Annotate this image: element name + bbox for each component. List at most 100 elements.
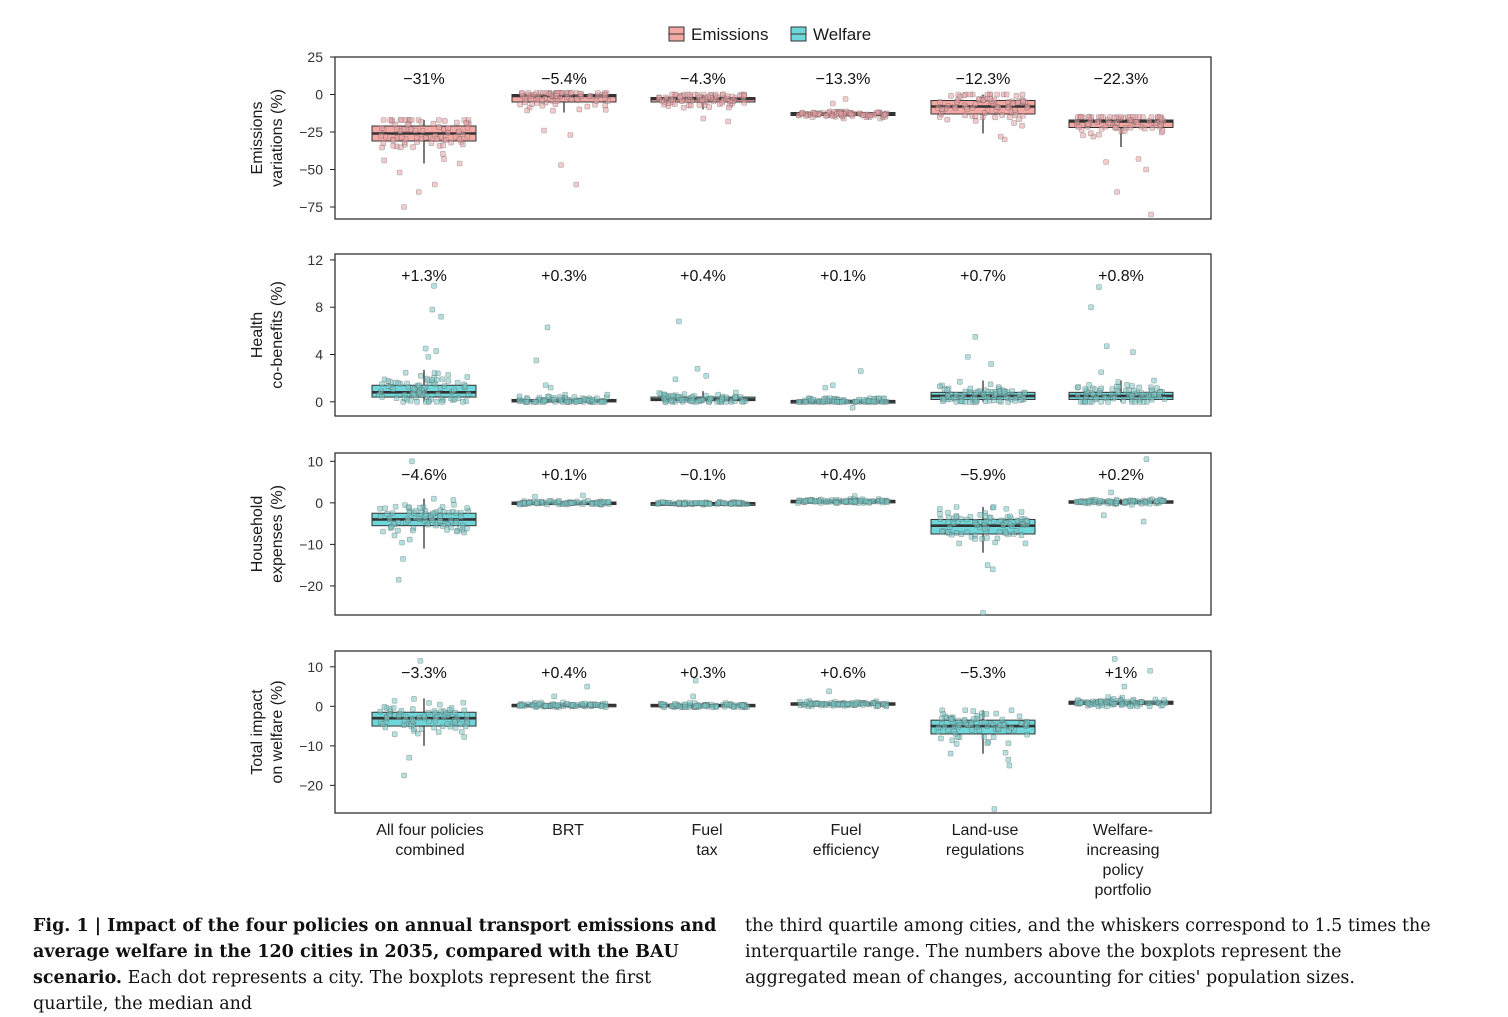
city-point bbox=[1145, 394, 1152, 400]
city-point bbox=[996, 529, 1003, 535]
city-point bbox=[578, 93, 584, 100]
y-tick-label: −75 bbox=[299, 199, 323, 215]
city-point-outlier bbox=[433, 348, 439, 354]
city-point bbox=[1074, 119, 1080, 125]
city-point bbox=[410, 706, 416, 712]
city-point bbox=[845, 398, 851, 405]
city-point bbox=[953, 513, 960, 520]
city-point bbox=[401, 395, 408, 401]
city-point bbox=[937, 516, 944, 522]
city-point bbox=[714, 500, 721, 507]
city-point bbox=[838, 110, 844, 117]
city-point bbox=[431, 370, 438, 376]
boxplot-1: −31% bbox=[371, 71, 477, 210]
city-point bbox=[1077, 399, 1084, 405]
city-point-outlier bbox=[1143, 456, 1150, 463]
boxplot-2: −5.4% bbox=[511, 71, 617, 188]
city-point bbox=[589, 396, 595, 403]
city-point bbox=[411, 392, 418, 398]
city-point bbox=[452, 133, 459, 140]
city-point bbox=[854, 398, 860, 405]
boxplot-3: −0.1% bbox=[650, 467, 756, 508]
city-point bbox=[952, 103, 958, 110]
city-point bbox=[1096, 390, 1103, 397]
x-tick-label: Welfare- bbox=[1093, 822, 1153, 839]
city-point bbox=[528, 96, 534, 102]
city-point bbox=[381, 703, 388, 710]
city-point bbox=[428, 140, 435, 146]
city-point bbox=[403, 714, 409, 721]
city-point bbox=[990, 722, 997, 728]
city-point bbox=[442, 118, 448, 124]
city-point bbox=[958, 531, 965, 538]
city-point bbox=[1089, 391, 1096, 397]
x-tick-label: policy bbox=[1103, 862, 1144, 879]
city-point bbox=[947, 750, 954, 757]
city-point bbox=[1011, 120, 1017, 126]
city-point bbox=[377, 513, 384, 520]
city-point bbox=[398, 117, 405, 123]
city-point bbox=[967, 91, 974, 98]
mean-change-label: +0.1% bbox=[541, 467, 587, 484]
city-point bbox=[1149, 125, 1155, 131]
city-point bbox=[431, 724, 437, 731]
y-tick-label: 8 bbox=[315, 299, 323, 315]
city-point bbox=[574, 96, 580, 102]
city-point-outlier bbox=[700, 115, 707, 122]
city-point bbox=[1007, 521, 1014, 528]
caption-title: Impact of the four policies on annual tr… bbox=[33, 916, 717, 988]
city-point bbox=[526, 500, 532, 506]
city-point bbox=[585, 497, 591, 504]
city-point-outlier bbox=[400, 556, 406, 562]
city-point bbox=[453, 510, 460, 516]
city-point bbox=[388, 524, 395, 531]
city-point bbox=[714, 94, 720, 101]
city-point bbox=[439, 399, 445, 405]
city-point bbox=[823, 700, 830, 707]
city-point bbox=[987, 95, 993, 102]
city-point bbox=[723, 701, 730, 708]
city-point bbox=[1151, 377, 1157, 384]
city-point bbox=[1003, 506, 1010, 512]
city-point bbox=[972, 389, 979, 396]
city-point bbox=[972, 117, 979, 124]
city-point bbox=[461, 707, 468, 714]
city-point bbox=[714, 399, 720, 405]
city-point-outlier bbox=[406, 754, 413, 761]
city-point bbox=[377, 708, 384, 715]
city-point bbox=[411, 386, 418, 393]
city-point bbox=[519, 93, 526, 100]
city-point bbox=[439, 523, 446, 529]
legend-item-emissions: Emissions bbox=[668, 25, 768, 44]
city-point bbox=[395, 527, 401, 534]
city-point bbox=[1023, 721, 1030, 728]
city-point bbox=[440, 509, 447, 515]
city-point bbox=[848, 111, 854, 118]
city-point bbox=[378, 132, 385, 139]
panels: 25 0 −25 −50 −75 Emissions variations (%) −31% −… bbox=[249, 49, 1212, 814]
city-point bbox=[448, 517, 454, 524]
city-point bbox=[739, 702, 746, 708]
city-point-outlier bbox=[551, 693, 557, 700]
city-point bbox=[1086, 498, 1093, 505]
city-point bbox=[389, 510, 396, 516]
city-point bbox=[564, 94, 570, 100]
city-point bbox=[1076, 123, 1082, 130]
city-point bbox=[397, 144, 404, 151]
city-point bbox=[960, 392, 967, 398]
city-point bbox=[672, 700, 678, 707]
city-point bbox=[563, 399, 570, 405]
city-point bbox=[445, 378, 452, 384]
y-axis-label: Household bbox=[249, 496, 266, 573]
city-point bbox=[876, 395, 882, 402]
city-point bbox=[810, 396, 816, 403]
city-point bbox=[660, 499, 666, 505]
boxplot-4: +0.6% bbox=[790, 665, 896, 710]
city-point bbox=[1114, 498, 1120, 504]
y-tick-label: 0 bbox=[315, 394, 323, 410]
city-point bbox=[1004, 104, 1011, 111]
city-point bbox=[392, 503, 399, 510]
city-point-outlier bbox=[703, 372, 710, 379]
city-point-outlier bbox=[1143, 166, 1149, 173]
city-point bbox=[660, 395, 667, 402]
